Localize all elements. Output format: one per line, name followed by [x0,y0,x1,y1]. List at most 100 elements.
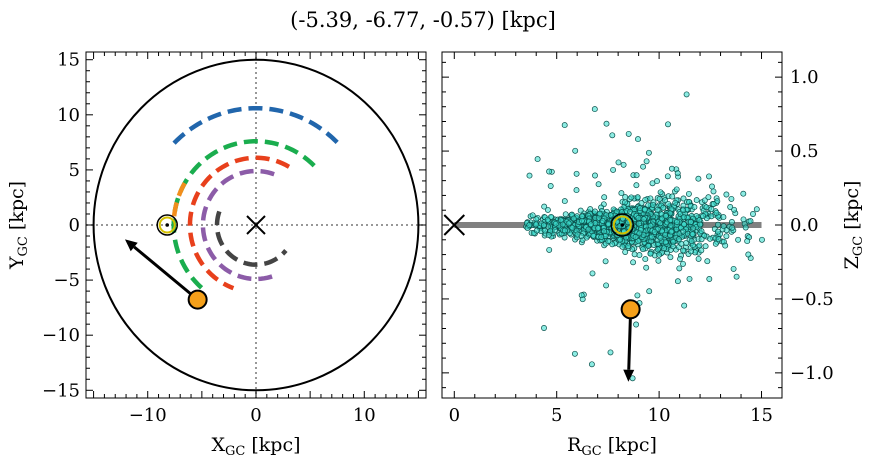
star-point [687,219,694,225]
star-point [708,206,715,213]
y-tick-label: −15 [42,380,80,401]
right-panel-rz: 0 5 10 15−1.0−0.50.00.51.0 RGC [kpc] ZGC [k… [441,51,866,459]
star-point [742,224,749,231]
axis-label-subscript: GC [16,236,31,256]
right-y-axis-label: ZGC [kpc] [841,181,866,270]
star-point [545,232,552,238]
object-marker [187,289,208,310]
y-tick-label: 10 [57,105,80,126]
star-point [668,228,675,235]
x-tick-label: 10 [648,405,671,426]
star-point [660,204,667,211]
star-point [680,195,687,202]
star-point [561,198,568,205]
star-point [552,220,559,227]
star-point [729,224,736,231]
sun-outer-ring [156,214,178,236]
star-point [713,209,720,216]
star-point [698,247,705,254]
star-point [686,275,693,282]
star-point [715,221,721,228]
star-point [731,206,738,213]
star-point [744,238,751,245]
star-point [698,236,705,243]
star-point [700,213,707,220]
axis-label-unit: [kpc] [245,434,300,456]
star-point [688,238,695,245]
star-point [712,240,719,247]
star-point [605,238,612,245]
sun-inner-ring [612,215,632,235]
y-tick-label: 1.0 [790,67,819,88]
star-point [635,238,642,245]
star-point [705,194,712,201]
star-point [709,183,715,190]
galaxy-boundary-circle [92,58,420,392]
y-tick-label: −0.5 [790,289,834,310]
star-point [561,122,568,129]
star-point [601,228,607,235]
star-point [544,216,551,223]
star-point [657,189,664,196]
star-point [657,234,664,241]
star-point [572,147,579,154]
star-point [688,248,695,255]
star-point [645,202,652,209]
star-point [617,236,624,243]
star-point [723,227,730,234]
spiral-arm-3 [171,182,187,223]
velocity-arrow-head [124,239,138,252]
star-point [745,251,752,258]
star-point [637,205,643,212]
y-tick-label: 15 [57,50,80,71]
star-point [662,197,668,204]
star-point [677,255,684,262]
star-point [565,220,572,227]
star-point [534,156,541,163]
y-tick-label: 0 [69,215,80,236]
star-point [733,273,740,280]
star-point [693,197,700,204]
star-point [603,120,610,127]
star-point [722,242,729,249]
star-point [619,243,626,250]
star-point [643,158,650,165]
star-point [667,254,674,261]
star-point [680,247,687,254]
star-point [674,170,681,177]
spiral-arm-5 [200,168,275,282]
velocity-arrow-shaft-right [627,309,633,370]
figure-title: (-5.39, -6.77, -0.57) [kpc] [290,8,556,32]
sun-marker-right [610,213,634,237]
star-point [753,206,760,213]
star-point [715,236,722,243]
star-point [602,258,609,265]
axis-label-unit: [kpc] [6,181,28,236]
star-point [701,197,708,204]
star-point [656,196,663,202]
star-point [668,165,675,172]
y-tick-label: −5 [53,270,80,291]
star-point [640,163,647,170]
star-point [592,172,598,179]
star-point [735,236,742,243]
star-point [559,221,566,228]
star-point [689,231,696,238]
star-point [633,321,640,328]
star-point [610,166,617,173]
star-point [698,228,705,235]
x-tick-label: −10 [129,405,167,426]
axis-label-subscript: GC [581,444,601,459]
star-point [646,288,653,295]
star-point [662,239,669,246]
star-point [641,206,648,213]
star-point [647,250,654,257]
star-point [552,227,558,234]
sun-marker [156,214,178,236]
star-point [647,195,654,202]
star-point [630,259,637,266]
star-point [642,196,649,203]
star-point [728,195,735,202]
star-point [685,190,692,197]
